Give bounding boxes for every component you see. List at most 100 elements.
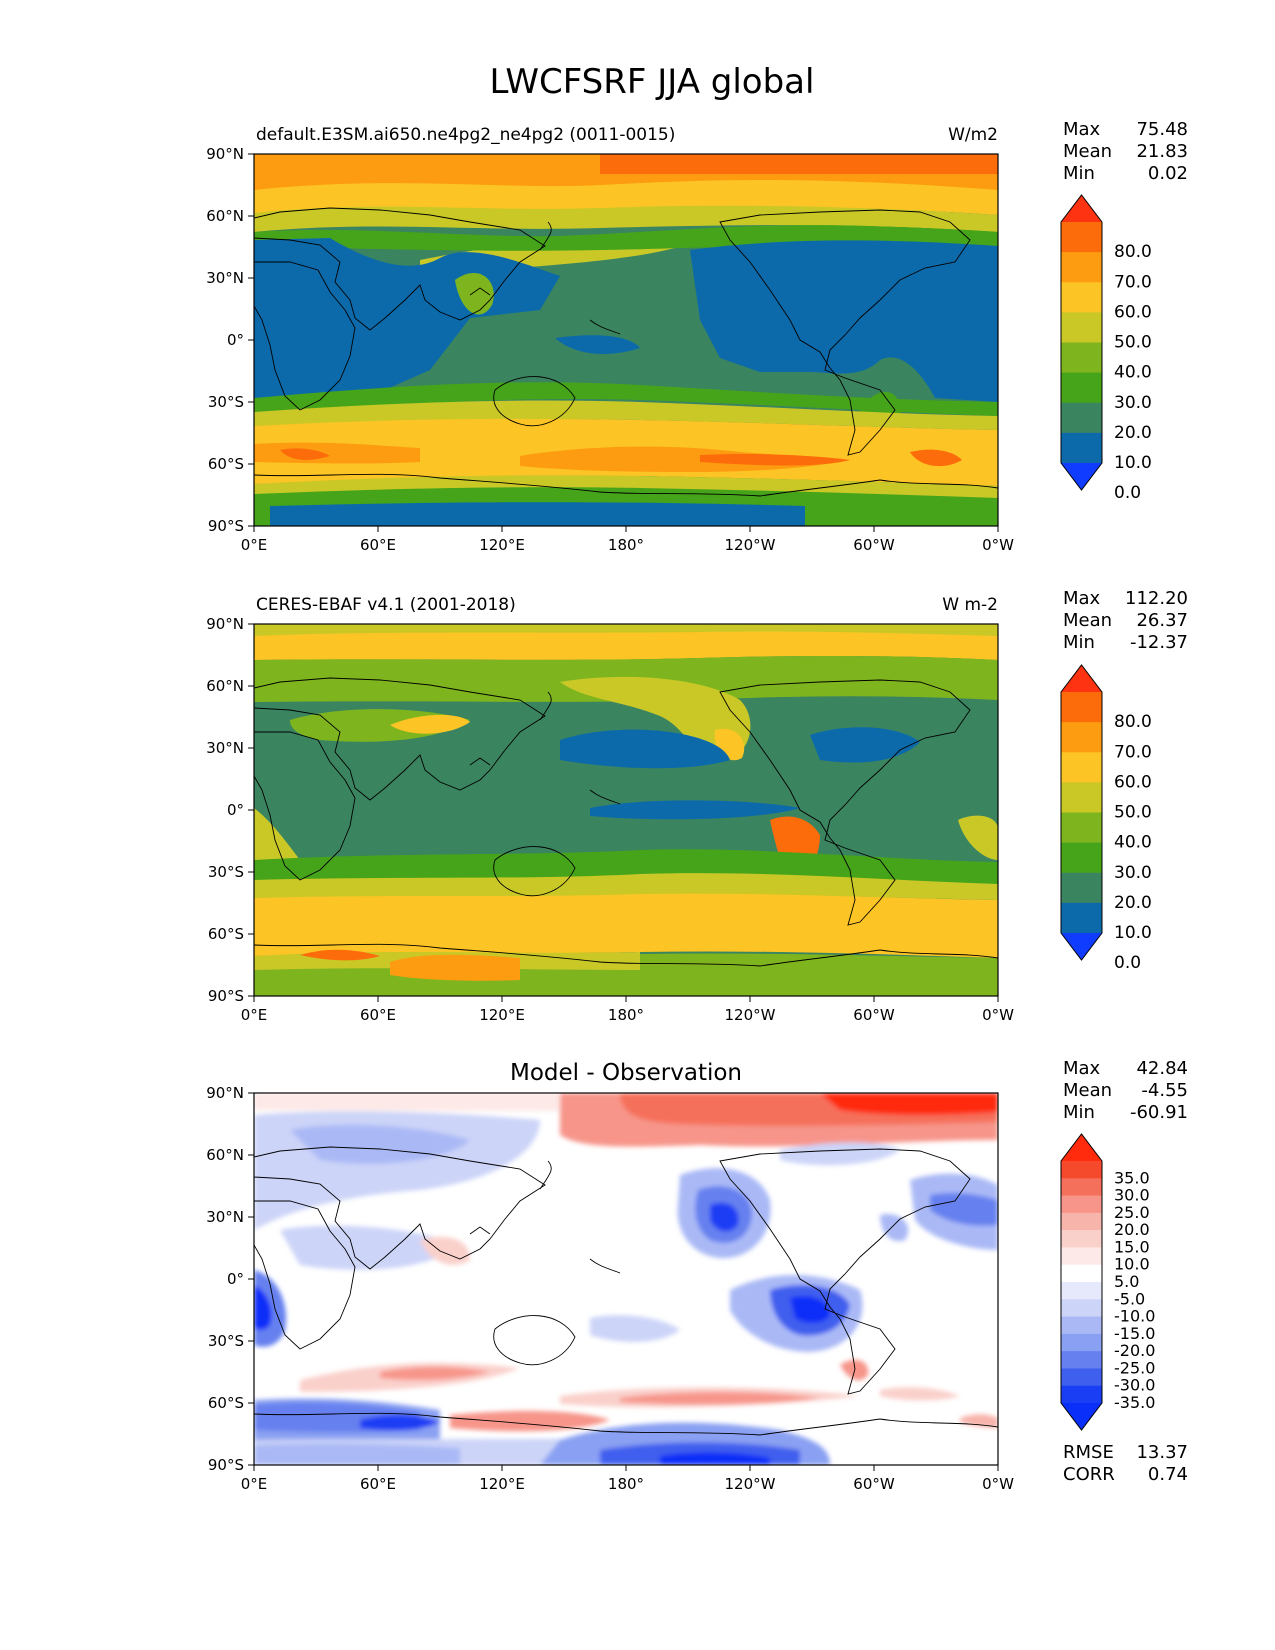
colorbar-tick-label: 60.0 bbox=[1114, 302, 1152, 322]
lon-tick-label: 0°W bbox=[982, 1475, 1014, 1493]
stat-value: 21.83 bbox=[1136, 141, 1188, 162]
lat-tick-label: 90°N bbox=[206, 145, 244, 163]
colorbar-segment bbox=[1061, 1351, 1102, 1369]
colorbar-tick-label: 70.0 bbox=[1114, 272, 1152, 292]
panel-diff: Model - Observation bbox=[206, 1060, 1014, 1493]
panel-test-left-title: default.E3SM.ai650.ne4pg2_ne4pg2 (0011-0… bbox=[256, 125, 675, 145]
colorbar-tick-label: 30.0 bbox=[1114, 393, 1152, 413]
lat-tick-label: 30°S bbox=[208, 863, 244, 881]
colorbar-segment bbox=[1061, 1195, 1102, 1214]
panel-diff-title: Model - Observation bbox=[510, 1060, 742, 1086]
colorbar-tick-label: 50.0 bbox=[1114, 333, 1152, 353]
stat-value: 13.37 bbox=[1136, 1442, 1188, 1463]
lat-tick-label: 90°S bbox=[208, 987, 244, 1005]
stat-value: 75.48 bbox=[1136, 119, 1188, 140]
colorbar-segment bbox=[1061, 312, 1102, 343]
lat-tick-label: 90°S bbox=[208, 517, 244, 535]
lon-tick-label: 0°W bbox=[982, 1006, 1014, 1024]
stat-label: Max bbox=[1063, 1058, 1101, 1079]
stat-value: 42.84 bbox=[1136, 1058, 1188, 1079]
lat-tick-label: 90°S bbox=[208, 1456, 244, 1474]
stat-label: Mean bbox=[1063, 610, 1112, 631]
stat-label: Min bbox=[1063, 632, 1095, 653]
stat-label: Max bbox=[1063, 119, 1101, 140]
colorbar-segment bbox=[1061, 1247, 1102, 1266]
colorbar-tick-label: 5.0 bbox=[1114, 1272, 1139, 1291]
colorbar-segment bbox=[1061, 752, 1102, 783]
colorbar-segment bbox=[1061, 692, 1102, 723]
colorbar-extend-min bbox=[1061, 463, 1102, 490]
panel-ref-units: W m-2 bbox=[942, 595, 998, 615]
stat-label: Min bbox=[1063, 1102, 1095, 1123]
colorbar-segment bbox=[1061, 1161, 1102, 1179]
stat-value: 26.37 bbox=[1136, 610, 1188, 631]
lat-tick-label: 90°N bbox=[206, 1084, 244, 1102]
colorbar-outline bbox=[1060, 194, 1103, 491]
panel-test-units: W/m2 bbox=[948, 125, 998, 145]
colorbar-segment bbox=[1061, 1299, 1102, 1318]
stat-label: CORR bbox=[1063, 1464, 1115, 1485]
colorbar-tick-label: -35.0 bbox=[1114, 1393, 1155, 1412]
stat-label: Mean bbox=[1063, 1080, 1112, 1101]
lat-tick-label: 60°N bbox=[206, 677, 244, 695]
colorbar-extend-max bbox=[1061, 195, 1102, 222]
stat-value: 0.74 bbox=[1148, 1464, 1188, 1485]
lon-tick-label: 0°E bbox=[241, 1475, 268, 1493]
lon-tick-label: 180° bbox=[608, 536, 644, 554]
lat-tick-label: 30°S bbox=[208, 1332, 244, 1350]
colorbar-tick-label: 35.0 bbox=[1114, 1168, 1150, 1187]
stat-label: RMSE bbox=[1063, 1442, 1114, 1463]
colorbar-tick-label: 50.0 bbox=[1114, 803, 1152, 823]
colorbar-test: 80.0 70.0 60.0 50.0 40.0 30.0 20.0 10.0 0.0 bbox=[1060, 194, 1152, 503]
colorbar-segment bbox=[1061, 1212, 1102, 1231]
lon-tick-label: 180° bbox=[608, 1006, 644, 1024]
lat-tick-label: 60°N bbox=[206, 1146, 244, 1164]
figure-title: LWCFSRF JJA global bbox=[490, 62, 815, 102]
lon-tick-label: 60°E bbox=[360, 1006, 396, 1024]
colorbar-segment bbox=[1061, 722, 1102, 753]
lon-tick-label: 120°W bbox=[725, 1006, 776, 1024]
stat-value: -12.37 bbox=[1130, 632, 1188, 653]
lon-tick-label: 60°E bbox=[360, 536, 396, 554]
lat-tick-label: 30°N bbox=[206, 269, 244, 287]
panel-test-axes: 0°E 60°E 120°E 180° 120°W 60°W 0°W 90°N 60°N 30°N… bbox=[206, 145, 1014, 554]
panel-diff-stats: Max 42.84 Mean -4.55 Min -60.91 bbox=[1063, 1058, 1188, 1123]
colorbar-tick-label: 0.0 bbox=[1114, 953, 1141, 973]
stat-value: 112.20 bbox=[1125, 588, 1188, 609]
colorbar-tick-label: -25.0 bbox=[1114, 1358, 1155, 1377]
colorbar-segment bbox=[1061, 1178, 1102, 1197]
panel-test-stats: Max 75.48 Mean 21.83 Min 0.02 bbox=[1063, 119, 1188, 184]
panel-diff-rmse-corr: RMSE 13.37 CORR 0.74 bbox=[1063, 1442, 1188, 1485]
colorbar-tick-label: 20.0 bbox=[1114, 893, 1152, 913]
colorbar-tick-label: 80.0 bbox=[1114, 712, 1152, 732]
colorbar-extend-min bbox=[1061, 933, 1102, 960]
colorbar-segment bbox=[1061, 252, 1102, 283]
lon-tick-label: 60°E bbox=[360, 1475, 396, 1493]
colorbar-tick-label: 15.0 bbox=[1114, 1237, 1150, 1256]
lon-tick-label: 60°W bbox=[853, 1006, 895, 1024]
lon-tick-label: 60°W bbox=[853, 536, 895, 554]
colorbar-tick-label: 20.0 bbox=[1114, 1220, 1150, 1239]
lon-tick-label: 120°E bbox=[479, 536, 525, 554]
colorbar-tick-label: 40.0 bbox=[1114, 833, 1152, 853]
colorbar-tick-label: 70.0 bbox=[1114, 742, 1152, 762]
stat-value: -60.91 bbox=[1130, 1102, 1188, 1123]
colorbar-segment bbox=[1061, 872, 1102, 904]
colorbar-tick-label: 30.0 bbox=[1114, 863, 1152, 883]
lon-tick-label: 120°E bbox=[479, 1475, 525, 1493]
colorbar-segment bbox=[1061, 1230, 1102, 1248]
lon-tick-label: 60°W bbox=[853, 1475, 895, 1493]
colorbar-diff: 35.030.025.020.015.010.05.0-5.0-10.0-15.… bbox=[1060, 1133, 1155, 1431]
colorbar-tick-label: -30.0 bbox=[1114, 1376, 1155, 1395]
colorbar-segment bbox=[1061, 282, 1102, 313]
lon-tick-label: 0°E bbox=[241, 1006, 268, 1024]
lat-tick-label: 30°N bbox=[206, 739, 244, 757]
panel-ref: CERES-EBAF v4.1 (2001-2018) W m-2 bbox=[206, 595, 1014, 1024]
colorbar-segment bbox=[1061, 372, 1102, 404]
colorbar-extend-max bbox=[1061, 665, 1102, 692]
colorbar-extend-min bbox=[1061, 1403, 1102, 1430]
lat-tick-label: 60°S bbox=[208, 1394, 244, 1412]
lon-tick-label: 120°E bbox=[479, 1006, 525, 1024]
colorbar-tick-label: 10.0 bbox=[1114, 1255, 1150, 1274]
